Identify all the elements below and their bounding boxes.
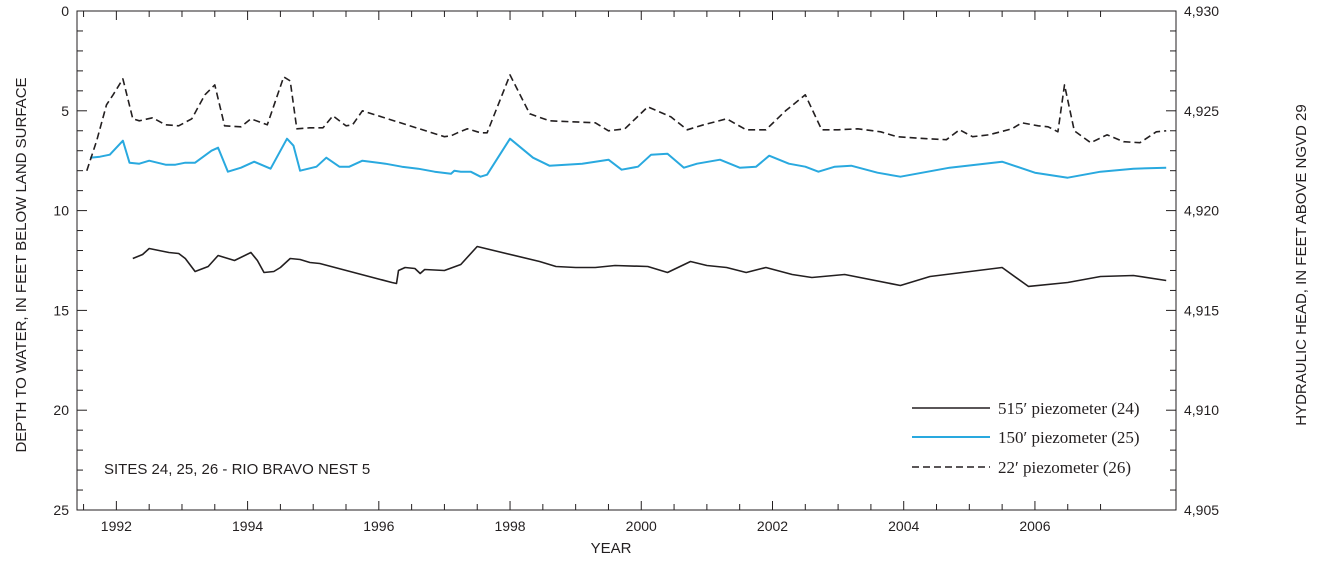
y-tick-label: 15 <box>53 302 69 318</box>
x-tick-label: 2004 <box>888 518 919 534</box>
y-tick-label: 0 <box>61 3 69 19</box>
x-tick-label: 1996 <box>363 518 394 534</box>
series-line-150 <box>89 137 1167 179</box>
y2-tick-label: 4,905 <box>1184 502 1219 518</box>
y2-axis-title: HYDRAULIC HEAD, IN FEET ABOVE NGVD 29 <box>1293 104 1310 425</box>
legend-label-22: 22′ piezometer (26) <box>998 458 1131 477</box>
x-tick-label: 2006 <box>1019 518 1050 534</box>
y-axis-right: 4,930 4,925 4,920 4,915 4,910 4,905 <box>1166 3 1219 518</box>
x-axis: 1992 1994 1996 1998 2000 2002 2004 2006 <box>83 11 1102 534</box>
series-line-515 <box>132 245 1167 288</box>
x-tick-label: 2002 <box>757 518 788 534</box>
sites-annotation: SITES 24, 25, 26 - RIO BRAVO NEST 5 <box>104 461 370 478</box>
legend-label-515: 515′ piezometer (24) <box>998 399 1140 418</box>
y-axis-title: DEPTH TO WATER, IN FEET BELOW LAND SURFA… <box>13 77 30 452</box>
y2-tick-label: 4,910 <box>1184 402 1219 418</box>
y-tick-label: 25 <box>53 502 69 518</box>
y-axis-left: 0 5 10 15 20 25 <box>53 3 87 518</box>
y2-tick-label: 4,920 <box>1184 203 1219 219</box>
series-line-22 <box>86 74 1167 171</box>
x-tick-label: 1994 <box>232 518 263 534</box>
legend: 515′ piezometer (24) 150′ piezometer (25… <box>912 399 1140 477</box>
y-tick-label: 20 <box>53 402 69 418</box>
y-tick-label: 5 <box>61 103 69 119</box>
y-tick-label: 10 <box>53 203 69 219</box>
y2-tick-label: 4,925 <box>1184 103 1219 119</box>
legend-label-150: 150′ piezometer (25) <box>998 428 1140 447</box>
x-tick-label: 1992 <box>101 518 132 534</box>
plot-frame <box>76 10 1177 511</box>
x-tick-label: 2000 <box>626 518 657 534</box>
y2-tick-label: 4,930 <box>1184 3 1219 19</box>
x-axis-title: YEAR <box>591 540 632 557</box>
x-tick-label: 1998 <box>494 518 525 534</box>
series-layer <box>86 74 1167 288</box>
y2-tick-label: 4,915 <box>1184 302 1219 318</box>
